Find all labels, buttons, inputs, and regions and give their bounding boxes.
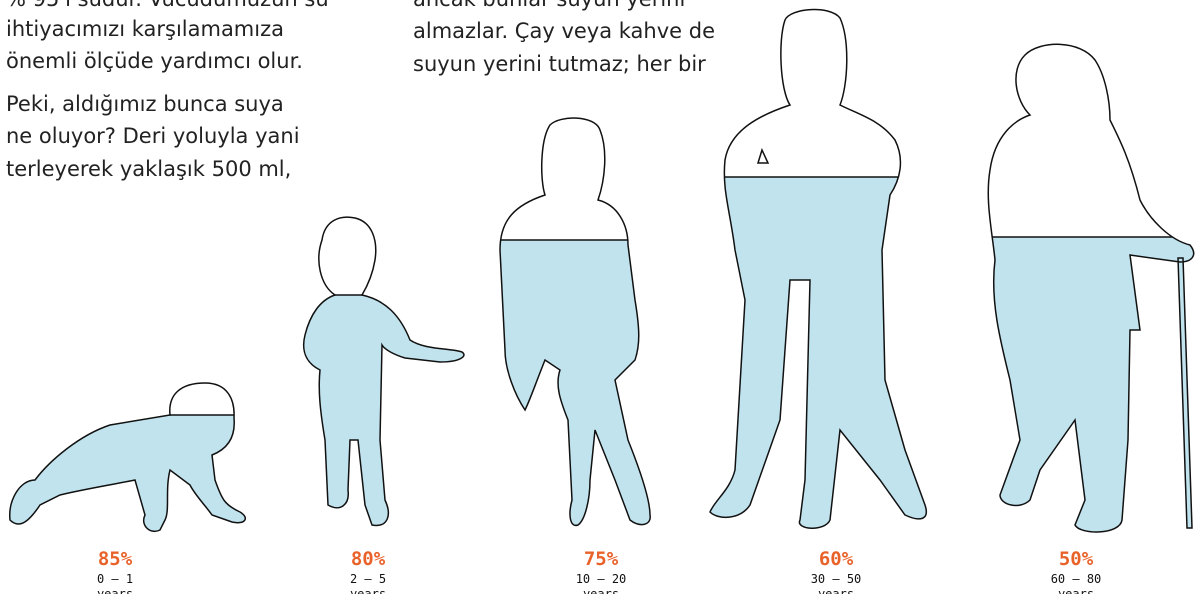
detail [758, 150, 768, 163]
infographic: % 95'i sudur. Vücudumuzun su ihtiyacımız… [0, 0, 1196, 594]
age-label: 2 – 5 [350, 572, 386, 586]
age-label: 60 – 80 [1051, 572, 1102, 586]
figure-adult [700, 10, 940, 537]
figure-elder [980, 44, 1196, 537]
unit-label: years [818, 587, 854, 594]
figure-toddler [290, 217, 480, 535]
text-line: Peki, aldığımız bunca suya [6, 92, 284, 116]
percent-label: 80% [351, 548, 386, 570]
page: % 95'i sudur. Vücudumuzun su ihtiyacımız… [0, 0, 1196, 594]
water-fill [0, 415, 260, 545]
text-line: önemli ölçüde yardımcı olur. [6, 49, 303, 73]
text-middle: ancak bunlar suyun yerini almazlar. Çay … [413, 0, 715, 76]
percent-label: 85% [98, 548, 133, 570]
percent-label: 60% [819, 548, 854, 570]
percent-label: 50% [1059, 548, 1094, 570]
age-label: 30 – 50 [811, 572, 862, 586]
water-fill [700, 177, 940, 537]
water-fill [490, 240, 660, 540]
water-fill [980, 237, 1196, 537]
unit-label: years [583, 587, 619, 594]
text-line: suyun yerini tutmaz; her bir [413, 52, 706, 76]
text-line: % 95'i sudur. Vücudumuzun su [6, 0, 329, 11]
age-label: 0 – 1 [97, 572, 133, 586]
text-line: ne oluyor? Deri yoluyla yani [6, 124, 300, 148]
figure-baby [0, 383, 260, 545]
text-line: almazlar. Çay veya kahve de [413, 19, 715, 43]
text-line: terleyerek yaklaşık 500 ml, [6, 157, 291, 181]
text-line: ancak bunlar suyun yerini [413, 0, 685, 11]
unit-label: years [1058, 587, 1094, 594]
text-left: % 95'i sudur. Vücudumuzun su ihtiyacımız… [6, 0, 329, 181]
text-line: ihtiyacımızı karşılamamıza [6, 17, 284, 41]
age-label: 10 – 20 [576, 572, 627, 586]
unit-label: years [350, 587, 386, 594]
percent-label: 75% [584, 548, 619, 570]
unit-label: years [97, 587, 133, 594]
figure-child [490, 118, 660, 540]
